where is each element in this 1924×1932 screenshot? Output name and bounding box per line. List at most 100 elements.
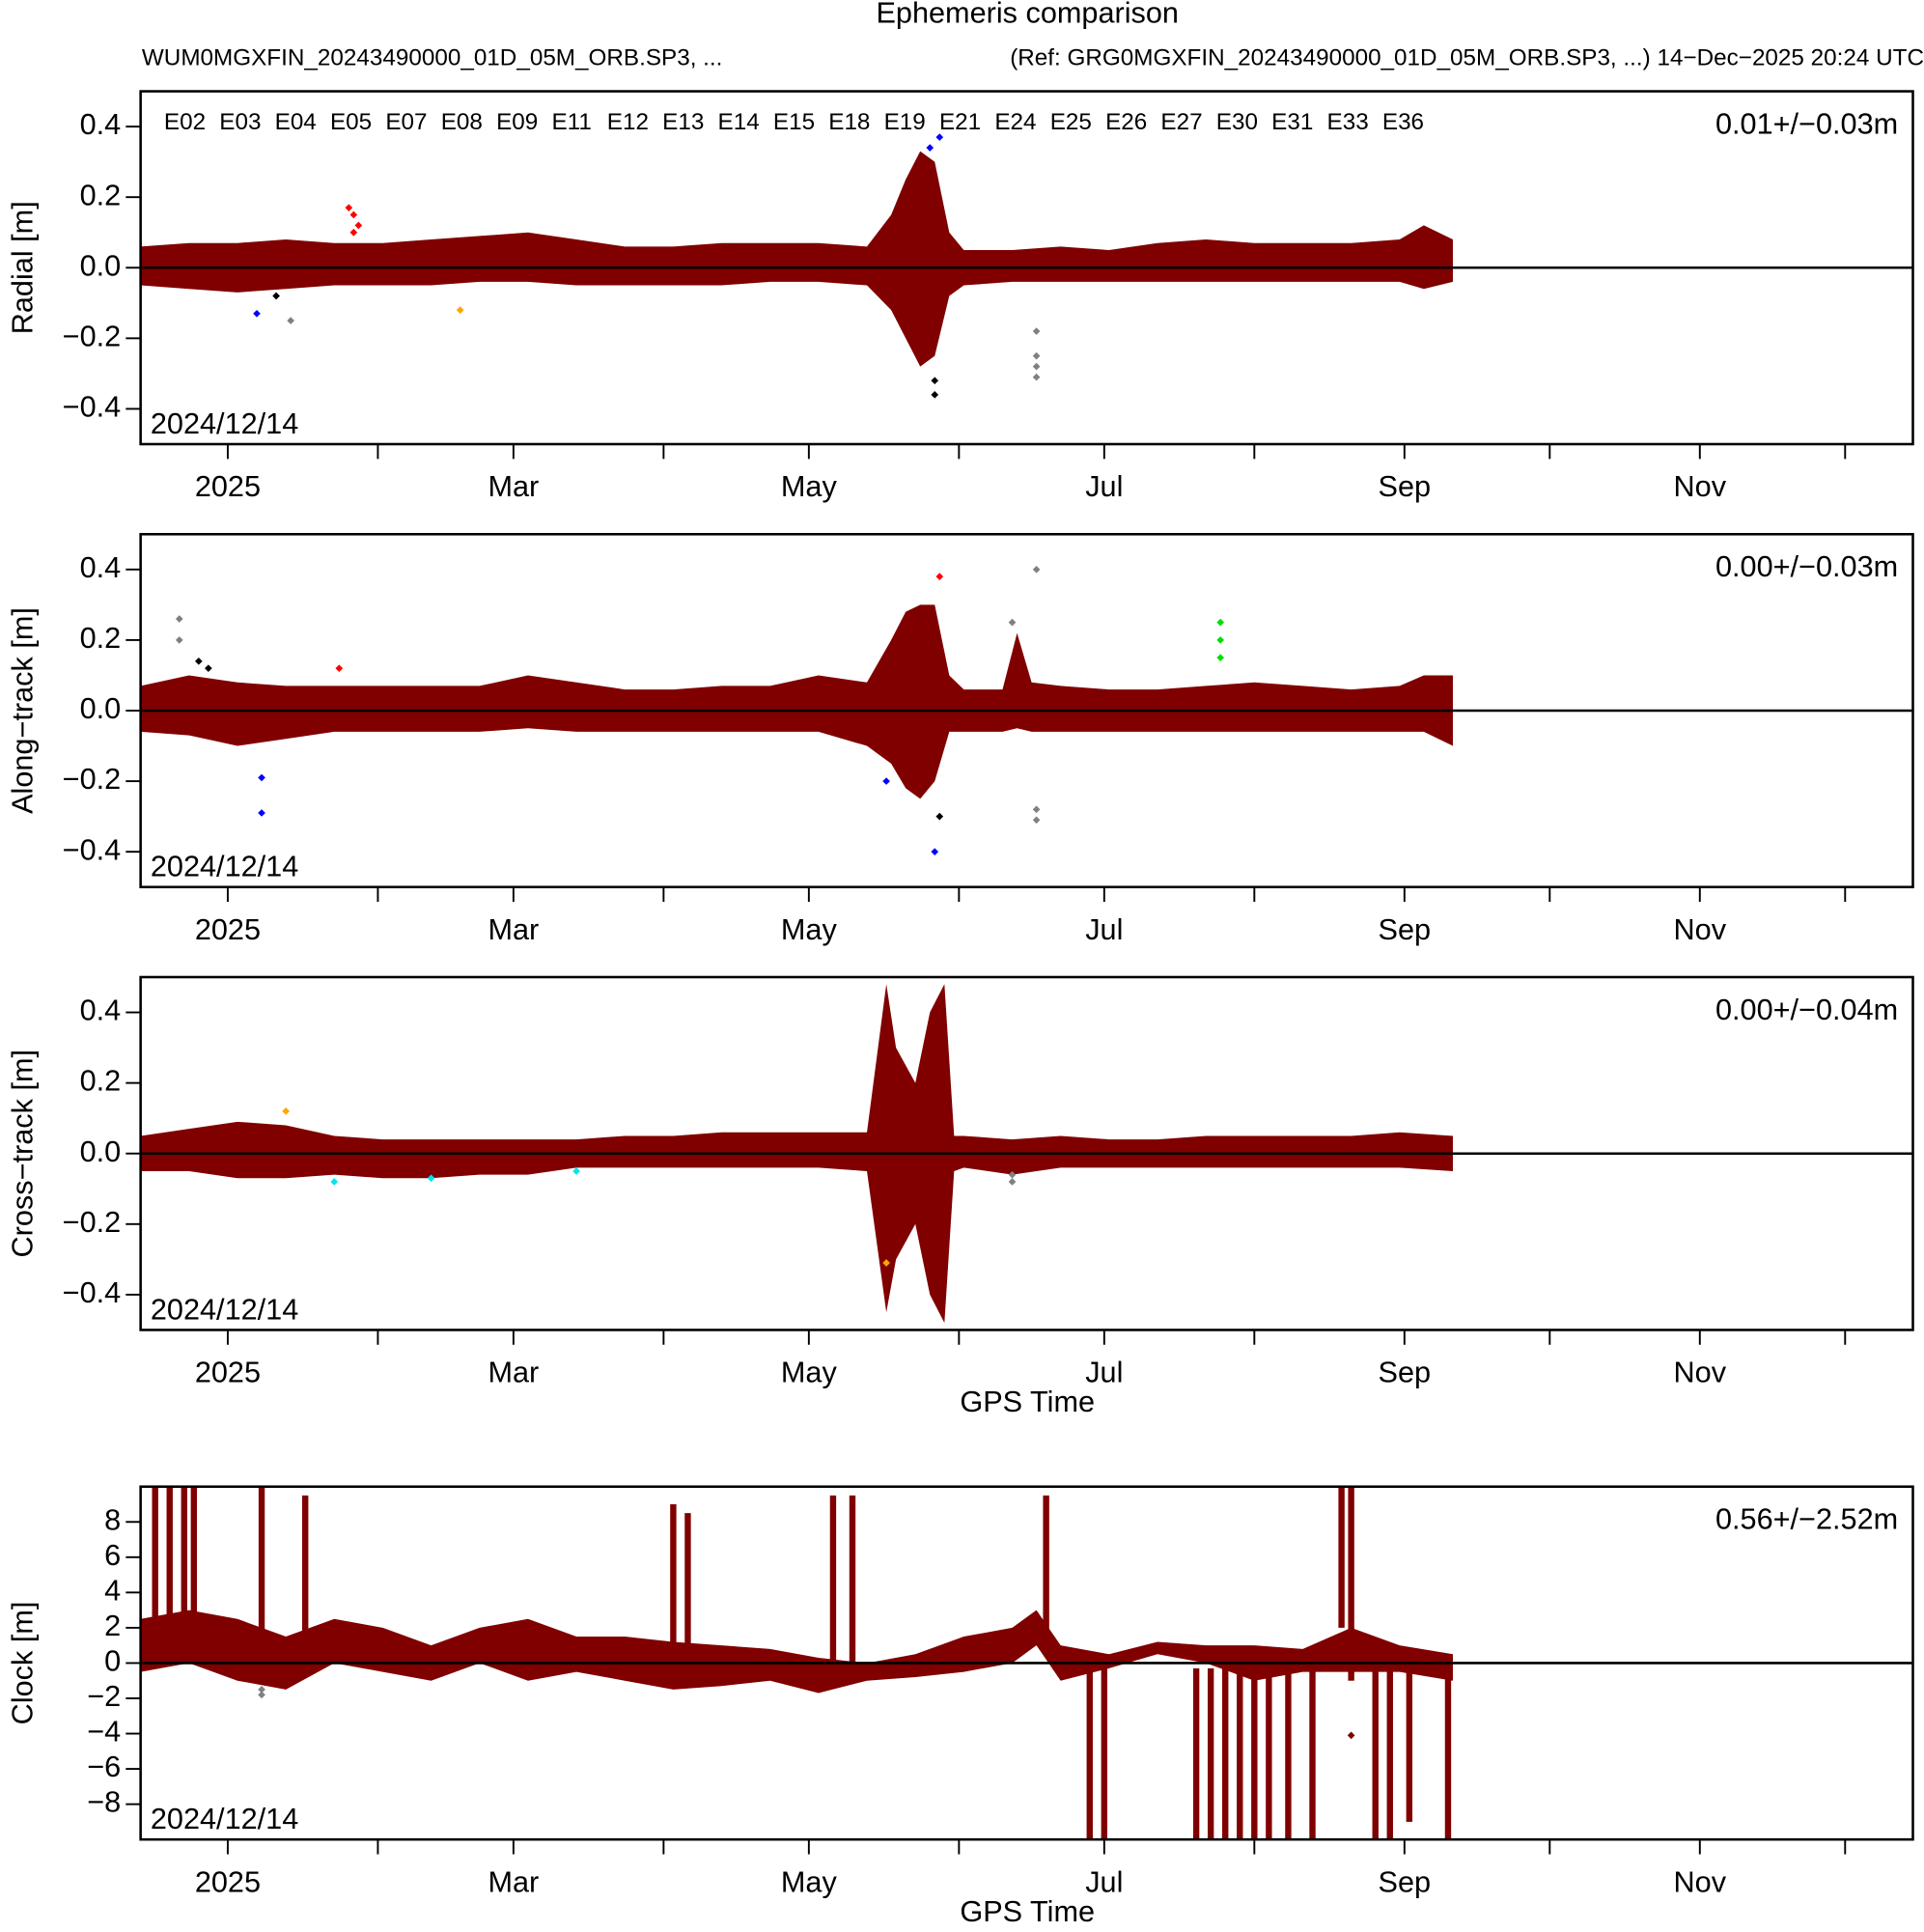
start-date: 2024/12/14: [151, 1803, 298, 1835]
point: [345, 204, 353, 211]
y-axis-label: Radial [m]: [7, 201, 40, 334]
point: [175, 636, 183, 644]
point: [205, 664, 212, 672]
point: [258, 773, 265, 782]
point: [1008, 1178, 1017, 1186]
x-tick-label: Sep: [1379, 470, 1432, 503]
y-tick-label: 6: [104, 1539, 121, 1572]
x-axis-label: GPS Time: [960, 1895, 1095, 1928]
x-tick-label: Jul: [1085, 1865, 1123, 1898]
clock-stripe: [684, 1513, 691, 1664]
x-tick-label: May: [781, 1357, 838, 1389]
x-tick-label: Mar: [488, 1357, 539, 1389]
y-tick-label: 0.4: [80, 551, 122, 584]
y-axis-label: Clock [m]: [7, 1602, 40, 1725]
legend-entry: E21: [939, 109, 981, 135]
point: [931, 848, 939, 856]
point: [253, 309, 261, 318]
legend-entry: E19: [884, 109, 926, 135]
stats-annotation: 0.00+/−0.03m: [1715, 550, 1898, 583]
start-date: 2024/12/14: [151, 407, 298, 440]
clock-stripe: [1444, 1654, 1452, 1840]
y-tick-label: −0.2: [63, 763, 122, 796]
scatter-band: [140, 151, 1453, 367]
clock-stripe: [1338, 1486, 1345, 1628]
stats-annotation: 0.00+/−0.04m: [1715, 994, 1898, 1026]
legend-entry: E26: [1105, 109, 1147, 135]
point: [882, 1259, 890, 1267]
point: [258, 1691, 265, 1699]
point: [931, 391, 939, 399]
point: [354, 221, 363, 230]
legend-entry: E14: [718, 109, 760, 135]
start-date: 2024/12/14: [151, 1293, 298, 1326]
legend-entry: E12: [607, 109, 649, 135]
legend-entry: E11: [551, 109, 591, 135]
x-tick-label: Nov: [1674, 1357, 1727, 1389]
point: [1032, 805, 1041, 814]
clock-stripe: [1207, 1667, 1214, 1840]
subtitle: (Ref: GRG0MGXFIN_20243490000_01D_05M_ORB…: [1010, 45, 1924, 71]
point: [330, 1178, 339, 1186]
legend-entry: E15: [773, 109, 815, 135]
x-tick-label: 2025: [195, 913, 261, 946]
y-tick-label: −6: [87, 1750, 121, 1783]
clock-stripe: [829, 1495, 837, 1672]
point: [1216, 618, 1225, 627]
legend-entry: E05: [330, 109, 372, 135]
point: [1216, 636, 1225, 644]
point: [258, 809, 265, 817]
point: [287, 317, 294, 324]
clock-stripe: [181, 1486, 187, 1664]
point: [349, 228, 358, 237]
y-tick-label: 2: [104, 1610, 121, 1642]
clock-stripe: [1237, 1667, 1243, 1840]
subtitle: WUM0MGXFIN_20243490000_01D_05M_ORB.SP3, …: [142, 45, 722, 71]
y-tick-label: −0.2: [63, 320, 122, 352]
y-tick-label: 0: [104, 1645, 121, 1678]
y-tick-label: 0.2: [80, 1065, 122, 1098]
clock-stripe: [849, 1495, 856, 1672]
x-tick-label: Mar: [488, 470, 539, 503]
clock-stripe: [1386, 1654, 1393, 1840]
point: [1008, 1170, 1017, 1179]
y-axis-label: Cross−track [m]: [7, 1050, 40, 1258]
point: [1032, 351, 1041, 360]
clock-stripe: [301, 1495, 309, 1664]
legend-entry: E07: [385, 109, 427, 135]
y-tick-label: 0.4: [80, 994, 122, 1027]
clock-stripe: [1348, 1486, 1354, 1681]
legend-entry: E18: [828, 109, 870, 135]
plot-area: [140, 133, 1453, 399]
legend-entry: E31: [1271, 109, 1313, 135]
point: [175, 615, 183, 623]
y-tick-label: −2: [87, 1680, 121, 1713]
clock-stripe: [152, 1486, 158, 1664]
x-tick-label: Mar: [488, 913, 539, 946]
point: [1032, 362, 1041, 371]
point: [427, 1174, 435, 1183]
clock-stripe: [1251, 1667, 1258, 1840]
point: [1216, 654, 1225, 662]
point: [195, 658, 203, 665]
point: [1347, 1731, 1355, 1740]
point: [931, 377, 939, 385]
clock-stripe: [1372, 1645, 1379, 1840]
x-tick-label: May: [781, 1865, 838, 1898]
clock-stripe: [1309, 1667, 1316, 1840]
x-axis-label: GPS Time: [960, 1386, 1095, 1418]
point: [1032, 565, 1041, 574]
point: [1032, 816, 1041, 825]
legend-entry: E09: [496, 109, 538, 135]
y-tick-label: −0.4: [63, 1276, 122, 1309]
point: [272, 292, 280, 300]
x-tick-label: Nov: [1674, 470, 1727, 503]
legend-entry: E27: [1160, 109, 1202, 135]
clock-stripe: [166, 1486, 173, 1664]
clock-stripe: [670, 1503, 677, 1664]
legend-entry: E02: [164, 109, 206, 135]
clock-stripe: [1192, 1667, 1200, 1840]
legend-entry: E08: [441, 109, 483, 135]
x-tick-label: May: [781, 913, 838, 946]
